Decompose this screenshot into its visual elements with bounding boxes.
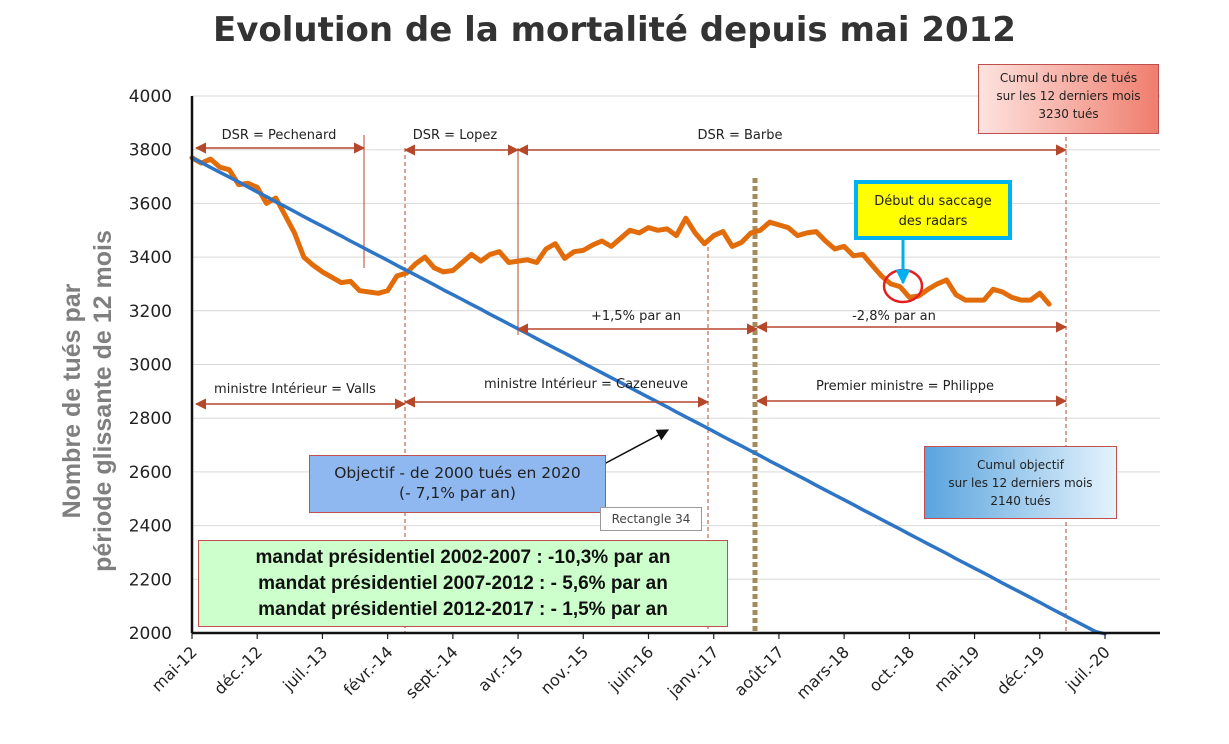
cumul-line2: sur les 12 derniers mois [996,89,1141,103]
y-tick-label: 2000 [129,624,172,644]
cumul-objectif-line1: Cumul objectif [977,458,1064,472]
cumul-box: Cumul du nbre de tués sur les 12 dernier… [978,64,1159,134]
saccage-line1: Début du saccage [874,194,992,209]
x-tick-label: sept.-14 [402,642,462,702]
x-tick-label: avr.-15 [474,642,527,695]
x-tick-label: juil.-20 [1061,642,1114,695]
cumul-line3: 3230 tués [1038,107,1099,121]
x-tick-label: janv.-17 [663,642,722,701]
y-tick-label: 3800 [129,141,172,161]
annotation-arrows [194,142,1068,465]
x-tick-label: juin-16 [604,642,657,695]
y-tick-label: 3000 [129,356,172,376]
cumul-line1: Cumul du nbre de tués [999,71,1138,85]
x-tick-label: nov.-15 [537,642,592,697]
x-tick-label: juil.-13 [278,642,331,695]
growth-2-label: -2,8% par an [852,309,936,324]
mandats-box: mandat présidentiel 2002-2007 : -10,3% p… [198,540,728,627]
x-tick-label: août-17 [730,642,787,699]
dsr-pechenard-label: DSR = Pechenard [222,128,337,143]
mandat-line-2: mandat présidentiel 2007-2012 : - 5,6% p… [258,573,668,594]
cumul-objectif-line3: 2140 tués [990,494,1051,508]
y-tick-label: 2400 [129,517,172,537]
ministre-valls-label: ministre Intérieur = Valls [214,382,376,397]
ministre-cazeneuve-label: ministre Intérieur = Cazeneuve [484,377,688,392]
x-tick-label: déc.-12 [210,642,266,698]
y-tick-label: 3400 [129,248,172,268]
x-tick-label: mai-12 [148,642,201,695]
y-tick-label: 2800 [129,409,172,429]
x-tick-label: févr.-14 [340,642,397,699]
saccage-box: Début du saccage des radars [854,180,1012,240]
premier-ministre-label: Premier ministre = Philippe [816,379,994,394]
x-tick-label: mars-18 [793,642,853,702]
chart-title: Evolution de la mortalité depuis mai 201… [213,10,1016,50]
x-tick-label: mai-19 [930,642,983,695]
y-tick-label: 2200 [129,570,172,590]
dsr-lopez-label: DSR = Lopez [413,128,498,143]
mandat-line-1: mandat présidentiel 2002-2007 : -10,3% p… [255,547,671,568]
annotation-labels: DSR = Pechenard DSR = Lopez DSR = Barbe +1,… [214,128,994,397]
growth-1-label: +1,5% par an [591,309,681,324]
dsr-barbe-label: DSR = Barbe [698,128,783,143]
y-tick-label: 3600 [129,194,172,214]
period-lines [363,130,1067,633]
x-tick-label: déc.-19 [993,642,1049,698]
actual-mortality-line [189,155,1052,307]
cumul-objectif-line2: sur les 12 derniers mois [948,476,1093,490]
y-tick-label: 4000 [129,87,172,107]
objectif-line1: Objectif - de 2000 tués en 2020 [334,464,581,482]
objectif-box: Objectif - de 2000 tués en 2020 (- 7,1% … [309,455,606,513]
mandat-line-3: mandat présidentiel 2012-2017 : - 1,5% p… [258,599,668,620]
y-tick-label: 2600 [129,463,172,483]
y-tick-label: 3200 [129,302,172,322]
objective-pointer-arrow [603,429,670,465]
saccage-line2: des radars [898,214,968,229]
x-tick-label: oct.-18 [865,642,918,695]
cumul-objectif-box: Cumul objectif sur les 12 derniers mois … [924,446,1117,519]
axes [190,96,1160,639]
objectif-line2: (- 7,1% par an) [399,484,516,502]
rectangle-34-tooltip: Rectangle 34 [600,507,702,531]
